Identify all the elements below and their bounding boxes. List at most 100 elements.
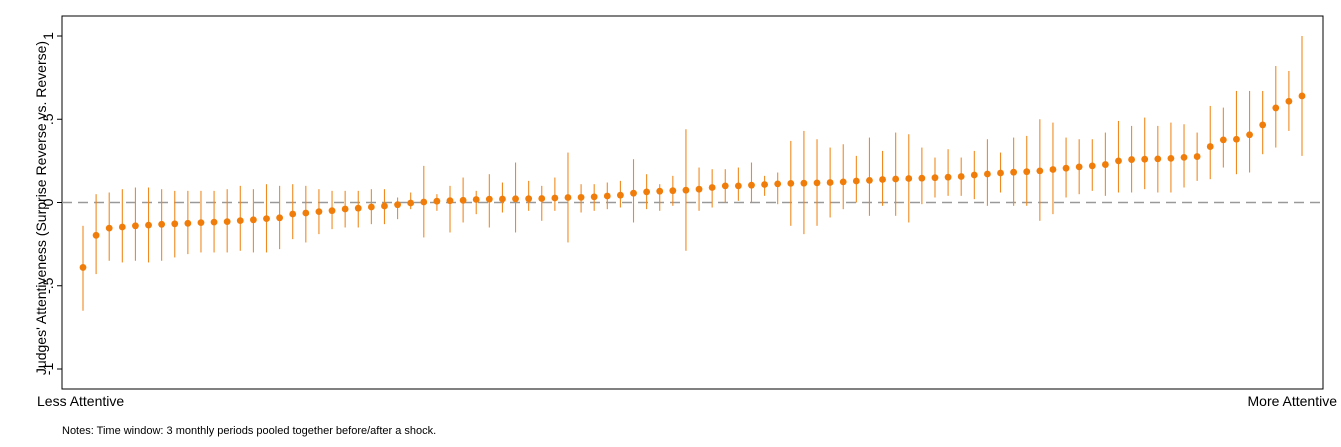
point-estimate xyxy=(1062,164,1070,172)
point-estimate xyxy=(263,215,270,223)
point-estimate xyxy=(302,209,310,217)
point-estimate xyxy=(538,195,546,202)
point-estimate xyxy=(918,174,926,182)
point-estimate xyxy=(721,182,729,190)
point-estimate xyxy=(92,231,100,239)
confidence-intervals xyxy=(82,36,1303,311)
y-tick-label: .5 xyxy=(40,113,56,125)
point-estimate xyxy=(957,173,965,180)
point-estimate xyxy=(1075,163,1083,171)
point-estimate xyxy=(512,195,519,203)
point-estimate xyxy=(617,191,624,199)
point-estimate xyxy=(1036,167,1044,175)
point-estimate xyxy=(1154,155,1162,163)
point-estimate xyxy=(1115,157,1122,165)
point-estimate xyxy=(79,264,87,271)
point-estimate xyxy=(892,175,900,183)
point-estimate xyxy=(328,207,336,215)
point-estimate xyxy=(905,175,913,182)
point-estimate xyxy=(249,216,257,224)
point-estimate xyxy=(459,196,467,204)
point-estimate xyxy=(669,187,677,195)
point-estimate xyxy=(420,198,428,206)
point-estimate xyxy=(1010,168,1018,176)
point-estimate xyxy=(643,188,651,196)
point-estimate xyxy=(774,180,782,188)
point-estimate xyxy=(132,222,139,230)
point-estimate xyxy=(354,204,362,212)
point-estimate xyxy=(1193,153,1201,160)
point-estimate xyxy=(105,224,113,232)
point-estimate xyxy=(852,177,860,185)
point-estimate xyxy=(997,169,1004,177)
point-estimate xyxy=(603,192,611,200)
y-tick-label: 0 xyxy=(40,198,56,206)
point-estimate xyxy=(1088,162,1096,170)
point-estimate xyxy=(761,181,768,188)
point-estimate xyxy=(1272,104,1280,112)
point-estimate xyxy=(944,173,952,181)
point-estimate xyxy=(1141,155,1149,163)
point-estimate xyxy=(184,219,192,227)
point-estimate xyxy=(446,197,454,205)
point-estimate xyxy=(787,179,795,187)
point-estimate xyxy=(734,182,742,190)
point-estimate xyxy=(171,220,179,228)
point-estimate xyxy=(394,201,401,209)
point-estimate xyxy=(341,205,349,213)
point-estimate xyxy=(472,196,480,203)
point-estimate xyxy=(577,193,585,201)
point-estimate xyxy=(315,208,323,216)
point-estimate xyxy=(407,199,415,207)
point-estimate xyxy=(748,181,755,189)
point-estimate xyxy=(525,195,533,203)
y-tick-label: 1 xyxy=(40,32,56,40)
point-estimate xyxy=(656,187,664,195)
point-estimate xyxy=(1233,135,1240,143)
y-tick-label: -.5 xyxy=(40,277,56,294)
point-estimate xyxy=(931,174,939,182)
point-estimate xyxy=(630,189,637,197)
point-estimate xyxy=(1167,154,1175,162)
point-estimate xyxy=(276,214,284,222)
point-estimate xyxy=(499,195,506,203)
point-estimate xyxy=(1049,166,1057,173)
point-estimate xyxy=(367,203,375,211)
point-estimate xyxy=(118,223,126,231)
point-estimate xyxy=(839,178,847,186)
point-estimate xyxy=(970,171,978,179)
point-estimate xyxy=(197,219,205,227)
point-estimate xyxy=(708,184,716,191)
y-axis-label: Judges' Attentiveness (Surprise Reverse … xyxy=(33,41,49,375)
point-estimate xyxy=(433,197,441,205)
notes-text: Notes: Time window: 3 monthly periods po… xyxy=(62,425,437,437)
point-estimate xyxy=(1128,156,1136,163)
point-estimate xyxy=(1023,168,1031,176)
point-estimate xyxy=(1298,92,1306,100)
y-axis: 1 .5 0 -.5 -1 xyxy=(40,32,62,375)
point-estimates xyxy=(79,92,1306,271)
point-estimate xyxy=(695,185,703,193)
point-estimate xyxy=(145,221,152,229)
point-estimate xyxy=(1246,131,1253,139)
point-estimate xyxy=(879,176,886,183)
point-estimate xyxy=(1219,136,1227,144)
point-estimate xyxy=(682,186,690,194)
point-estimate xyxy=(1206,143,1214,150)
y-tick-label: -1 xyxy=(40,363,56,376)
point-estimate xyxy=(210,218,218,226)
point-estimate xyxy=(984,170,991,178)
point-estimate xyxy=(1285,97,1293,105)
point-estimate xyxy=(551,194,559,202)
point-estimate xyxy=(826,179,834,186)
point-estimate xyxy=(223,218,231,226)
point-estimate xyxy=(1101,161,1109,168)
point-estimate xyxy=(158,220,166,228)
point-estimate xyxy=(866,176,873,184)
point-estimate xyxy=(485,195,493,203)
point-estimate xyxy=(1180,153,1188,161)
point-estimate xyxy=(1259,121,1267,129)
x-left-label: Less Attentive xyxy=(37,393,124,409)
point-estimate xyxy=(236,217,244,225)
